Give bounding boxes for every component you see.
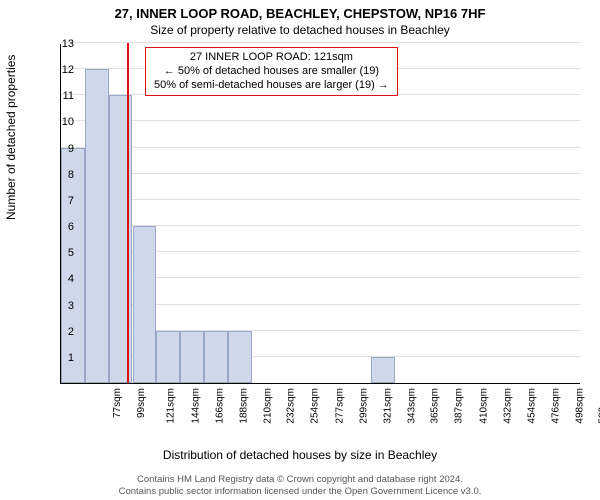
histogram-bar [85, 69, 109, 383]
x-tick-label: 254sqm [310, 388, 321, 424]
x-tick-label: 387sqm [454, 388, 465, 424]
footer-line-2: Contains public sector information licen… [0, 486, 600, 497]
annotation-line-1: 27 INNER LOOP ROAD: 121sqm [154, 51, 389, 65]
x-tick-label: 454sqm [526, 388, 537, 424]
y-tick-label: 13 [44, 38, 74, 50]
histogram-bar [180, 331, 204, 383]
footer-line-1: Contains HM Land Registry data © Crown c… [0, 474, 600, 485]
gridline [61, 147, 580, 148]
y-tick-label: 3 [44, 300, 74, 312]
x-tick-label: 188sqm [238, 388, 249, 424]
y-tick-label: 10 [44, 116, 74, 128]
chart-area: 27 INNER LOOP ROAD: 121sqm ← 50% of deta… [60, 44, 580, 384]
y-tick-label: 12 [44, 64, 74, 76]
annotation-line-3: 50% of semi-detached houses are larger (… [154, 79, 389, 93]
y-tick-label: 4 [44, 273, 74, 285]
x-tick-label: 476sqm [550, 388, 561, 424]
x-tick-label: 144sqm [191, 388, 202, 424]
gridline [61, 173, 580, 174]
x-tick-label: 232sqm [286, 388, 297, 424]
histogram-bar [228, 331, 252, 383]
x-axis-label: Distribution of detached houses by size … [0, 448, 600, 462]
y-tick-label: 1 [44, 352, 74, 364]
x-tick-label: 277sqm [335, 388, 346, 424]
attribution-footer: Contains HM Land Registry data © Crown c… [0, 474, 600, 497]
histogram-bar [371, 357, 395, 383]
histogram-bar [133, 226, 157, 383]
y-tick-label: 11 [44, 90, 74, 102]
y-tick-label: 8 [44, 169, 74, 181]
x-tick-label: 99sqm [136, 388, 147, 418]
gridline [61, 120, 580, 121]
histogram-bar [156, 331, 180, 383]
x-tick-label: 121sqm [166, 388, 177, 424]
x-tick-label: 299sqm [358, 388, 369, 424]
y-tick-label: 5 [44, 247, 74, 259]
x-tick-label: 432sqm [503, 388, 514, 424]
property-marker-line [127, 43, 129, 383]
x-tick-label: 210sqm [262, 388, 273, 424]
address-title: 27, INNER LOOP ROAD, BEACHLEY, CHEPSTOW,… [0, 0, 600, 21]
gridline [61, 199, 580, 200]
y-tick-label: 2 [44, 326, 74, 338]
x-tick-label: 365sqm [430, 388, 441, 424]
x-tick-label: 343sqm [406, 388, 417, 424]
x-tick-label: 321sqm [382, 388, 393, 424]
x-tick-label: 410sqm [479, 388, 490, 424]
y-tick-label: 9 [44, 143, 74, 155]
subtitle: Size of property relative to detached ho… [0, 21, 600, 37]
x-tick-label: 166sqm [214, 388, 225, 424]
x-tick-label: 498sqm [574, 388, 585, 424]
marker-annotation-box: 27 INNER LOOP ROAD: 121sqm ← 50% of deta… [145, 47, 398, 96]
gridline [61, 42, 580, 43]
y-axis-label: Number of detached properties [4, 55, 18, 220]
y-tick-label: 7 [44, 195, 74, 207]
y-tick-label: 6 [44, 221, 74, 233]
annotation-line-2: ← 50% of detached houses are smaller (19… [154, 65, 389, 79]
x-tick-label: 77sqm [112, 388, 123, 418]
figure-container: 27, INNER LOOP ROAD, BEACHLEY, CHEPSTOW,… [0, 0, 600, 500]
histogram-bar [61, 148, 85, 383]
histogram-bar [204, 331, 228, 383]
